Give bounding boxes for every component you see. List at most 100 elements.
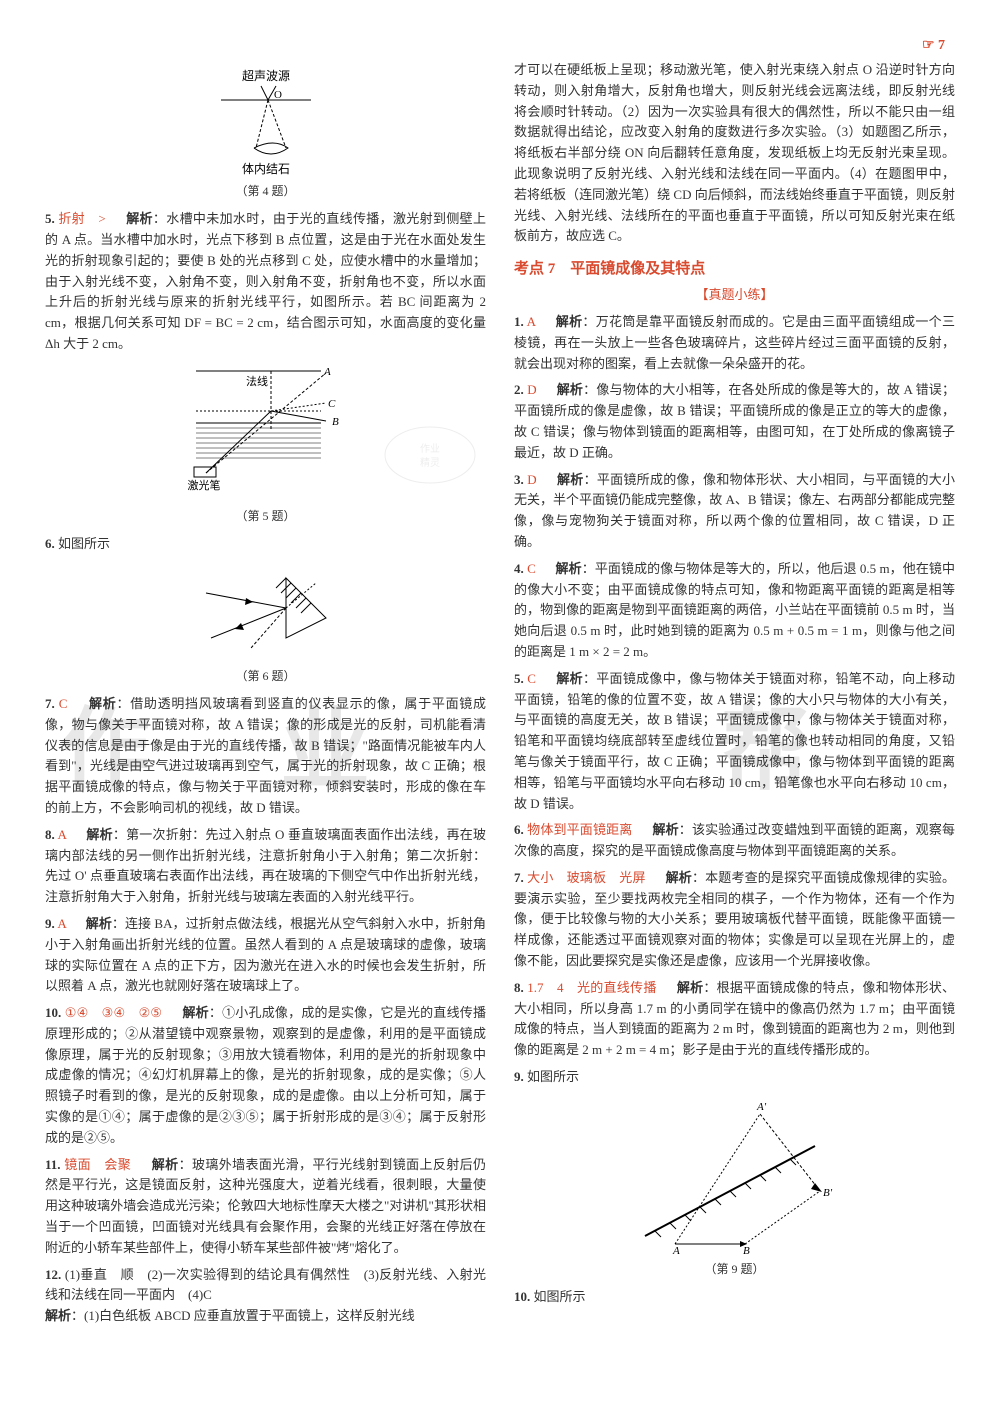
analysis-label: 解析 (556, 671, 583, 686)
answer-text: D (527, 382, 536, 397)
answer-text: C (59, 696, 68, 711)
r-question-6: 6. 物体到平面镜距离 解析：该实验通过改变蜡烛到平面镜的距离，观察每次像的高度… (514, 820, 955, 862)
item-number: 7. (514, 870, 524, 885)
figure-6: （第 6 题） (45, 563, 486, 686)
analysis-text: ：(1)白色纸板 ABCD 应垂直放置于平面镜上，这样反射光线 (71, 1308, 415, 1323)
item-number: 7. (45, 696, 55, 711)
analysis-label: 解析 (557, 472, 584, 487)
svg-text:A': A' (756, 1101, 767, 1113)
answer-text: 折射 > (58, 211, 105, 226)
r-question-1: 1. A 解析：万花筒是靠平面镜反射而成的。它是由三面平面镜组成一个三棱镜，再在… (514, 312, 955, 374)
item-number: 6. (514, 822, 524, 837)
svg-text:A: A (323, 366, 331, 378)
right-column: 才可以在硬纸板上呈现；移动激光笔，使入射光束绕入射点 O 沿逆时针方向转动，则入… (514, 60, 955, 1333)
answer-text: A (57, 916, 66, 931)
analysis-label: 解析 (556, 314, 583, 329)
question-text: 如图所示 (534, 1289, 586, 1304)
answer-text: A (58, 827, 67, 842)
stamp-watermark: 作业 精灵 (380, 420, 480, 490)
svg-text:B: B (332, 416, 339, 428)
question-7: 7. C 解析：借助透明挡风玻璃看到竖直的仪表显示的像，属于平面镜成像，物与像关… (45, 694, 486, 819)
analysis-text: ：①小孔成像，成的是实像，它是光的直线传播原理形成的；②从潜望镜中观察景物，观察… (45, 1005, 486, 1145)
r-question-9: 9. 如图所示 (514, 1067, 955, 1088)
analysis-text: ：平面镜成像中，像与物体关于镜面对称，铅笔不动，向上移动平面镜，铅笔的像的位置不… (514, 671, 955, 811)
question-text: 如图所示 (58, 536, 110, 551)
analysis-label: 解析 (86, 916, 112, 931)
analysis-label: 解析 (86, 827, 112, 842)
item-number: 4. (514, 561, 524, 576)
answer-text: ①④ ③④ ②⑤ (65, 1005, 163, 1020)
figure-4: 超声波源 O 体内结石 （第 4 题） (45, 68, 486, 201)
answer-text: 镜面 会聚 (64, 1157, 131, 1172)
question-text: (1)垂直 顺 (2)一次实验得到的结论具有偶然性 (3)反射光线、入射光线和法… (45, 1267, 486, 1303)
svg-text:B: B (743, 1245, 750, 1256)
svg-text:精灵: 精灵 (420, 456, 440, 469)
analysis-label: 解析 (126, 211, 153, 226)
item-number: 2. (514, 382, 524, 397)
item-number: 9. (514, 1069, 524, 1084)
r-question-7: 7. 大小 玻璃板 光屏 解析：本题考查的是探究平面镜成像规律的实验。要演示实验… (514, 868, 955, 972)
analysis-text: ：水槽中未加水时，由于光的直线传播，激光射到侧壁上的 A 点。当水槽中加水时，光… (45, 211, 486, 351)
svg-text:作业: 作业 (420, 443, 440, 455)
r-question-4: 4. C 解析：平面镜成的像与物体是等大的，所以，他后退 0.5 m，他在镜中的… (514, 559, 955, 663)
item-number: 9. (45, 916, 55, 931)
item-number: 5. (45, 211, 55, 226)
item-number: 11. (45, 1157, 61, 1172)
analysis-label: 解析 (677, 980, 704, 995)
figure-5-caption: （第 5 题） (45, 507, 486, 526)
item-number: 5. (514, 671, 524, 686)
r-question-10: 10. 如图所示 (514, 1287, 955, 1308)
answer-text: 1.7 4 光的直线传播 (527, 980, 656, 995)
question-8: 8. A 解析：第一次折射：先过入射点 O 垂直玻璃面表面作出法线，再在玻璃内部… (45, 825, 486, 908)
fig4-label-o: O (274, 89, 282, 101)
answer-text: C (527, 561, 536, 576)
question-6: 6. 如图所示 (45, 534, 486, 555)
question-11: 11. 镜面 会聚 解析：玻璃外墙表面光滑，平行光线射到镜面上反射后仍然是平行光… (45, 1155, 486, 1259)
question-9: 9. A 解析：连接 BA，过折射点做法线，根据光从空气斜射入水中，折射角小于入… (45, 914, 486, 997)
left-column: 超声波源 O 体内结石 （第 4 题） 5. 折射 > 解析：水槽中未加水时，由… (45, 60, 486, 1333)
section-subtitle: 【真题小练】 (514, 285, 955, 306)
figure-4-caption: （第 4 题） (45, 182, 486, 201)
item-number: 1. (514, 314, 524, 329)
question-5: 5. 折射 > 解析：水槽中未加水时，由于光的直线传播，激光射到侧壁上的 A 点… (45, 209, 486, 355)
two-column-layout: 超声波源 O 体内结石 （第 4 题） 5. 折射 > 解析：水槽中未加水时，由… (45, 60, 955, 1333)
svg-text:A: A (672, 1245, 680, 1256)
r-question-3: 3. D 解析：平面镜所成的像，像和物体形状、大小相同，与平面镜的大小无关，半个… (514, 470, 955, 553)
figure-6-caption: （第 6 题） (45, 667, 486, 686)
svg-text:激光笔: 激光笔 (187, 478, 220, 492)
section-title: 考点 7 平面镜成像及其特点 (514, 257, 955, 281)
item-number: 12. (45, 1267, 61, 1282)
question-10: 10. ①④ ③④ ②⑤ 解析：①小孔成像，成的是实像，它是光的直线传播原理形成… (45, 1003, 486, 1149)
analysis-text: ：借助透明挡风玻璃看到竖直的仪表显示的像，属于平面镜成像，物与像关于平面镜对称，… (45, 696, 486, 815)
fig4-label-bottom: 体内结石 (241, 162, 289, 176)
item-number: 3. (514, 472, 524, 487)
item-number: 6. (45, 536, 55, 551)
question-12: 12. (1)垂直 顺 (2)一次实验得到的结论具有偶然性 (3)反射光线、入射… (45, 1265, 486, 1327)
analysis-label: 解析 (152, 1157, 179, 1172)
answer-text: A (527, 314, 536, 329)
analysis-text: ：连接 BA，过折射点做法线，根据光从空气斜射入水中，折射角小于入射角画出折射光… (45, 916, 486, 993)
analysis-label: 解析 (556, 561, 582, 576)
answer-text: 大小 玻璃板 光屏 (527, 870, 645, 885)
fig4-label-top: 超声波源 (241, 68, 289, 83)
r-question-8: 8. 1.7 4 光的直线传播 解析：根据平面镜成像的特点，像和物体形状、大小相… (514, 978, 955, 1061)
analysis-label: 解析 (89, 696, 116, 711)
analysis-label: 解析 (557, 382, 583, 397)
r-question-2: 2. D 解析：像与物体的大小相等，在各处所成的像是等大的，故 A 错误；平面镜… (514, 380, 955, 463)
question-text: 如图所示 (527, 1069, 579, 1084)
item-number: 8. (45, 827, 55, 842)
r-question-5: 5. C 解析：平面镜成像中，像与物体关于镜面对称，铅笔不动，向上移动平面镜，铅… (514, 669, 955, 815)
item-number: 10. (514, 1289, 530, 1304)
continuation-text: 才可以在硬纸板上呈现；移动激光笔，使入射光束绕入射点 O 沿逆时针方向转动，则入… (514, 60, 955, 247)
item-number: 8. (514, 980, 524, 995)
svg-text:法线: 法线 (246, 374, 268, 388)
answer-text: C (527, 671, 536, 686)
analysis-label: 解析 (182, 1005, 208, 1020)
svg-text:C: C (328, 398, 336, 410)
figure-9: A B A' B' （第 9 题） (514, 1096, 955, 1279)
analysis-label: 解析 (652, 822, 678, 837)
figure-9-caption: （第 9 题） (514, 1260, 955, 1279)
answer-text: D (527, 472, 536, 487)
analysis-label: 解析 (666, 870, 692, 885)
svg-text:B': B' (823, 1187, 833, 1199)
